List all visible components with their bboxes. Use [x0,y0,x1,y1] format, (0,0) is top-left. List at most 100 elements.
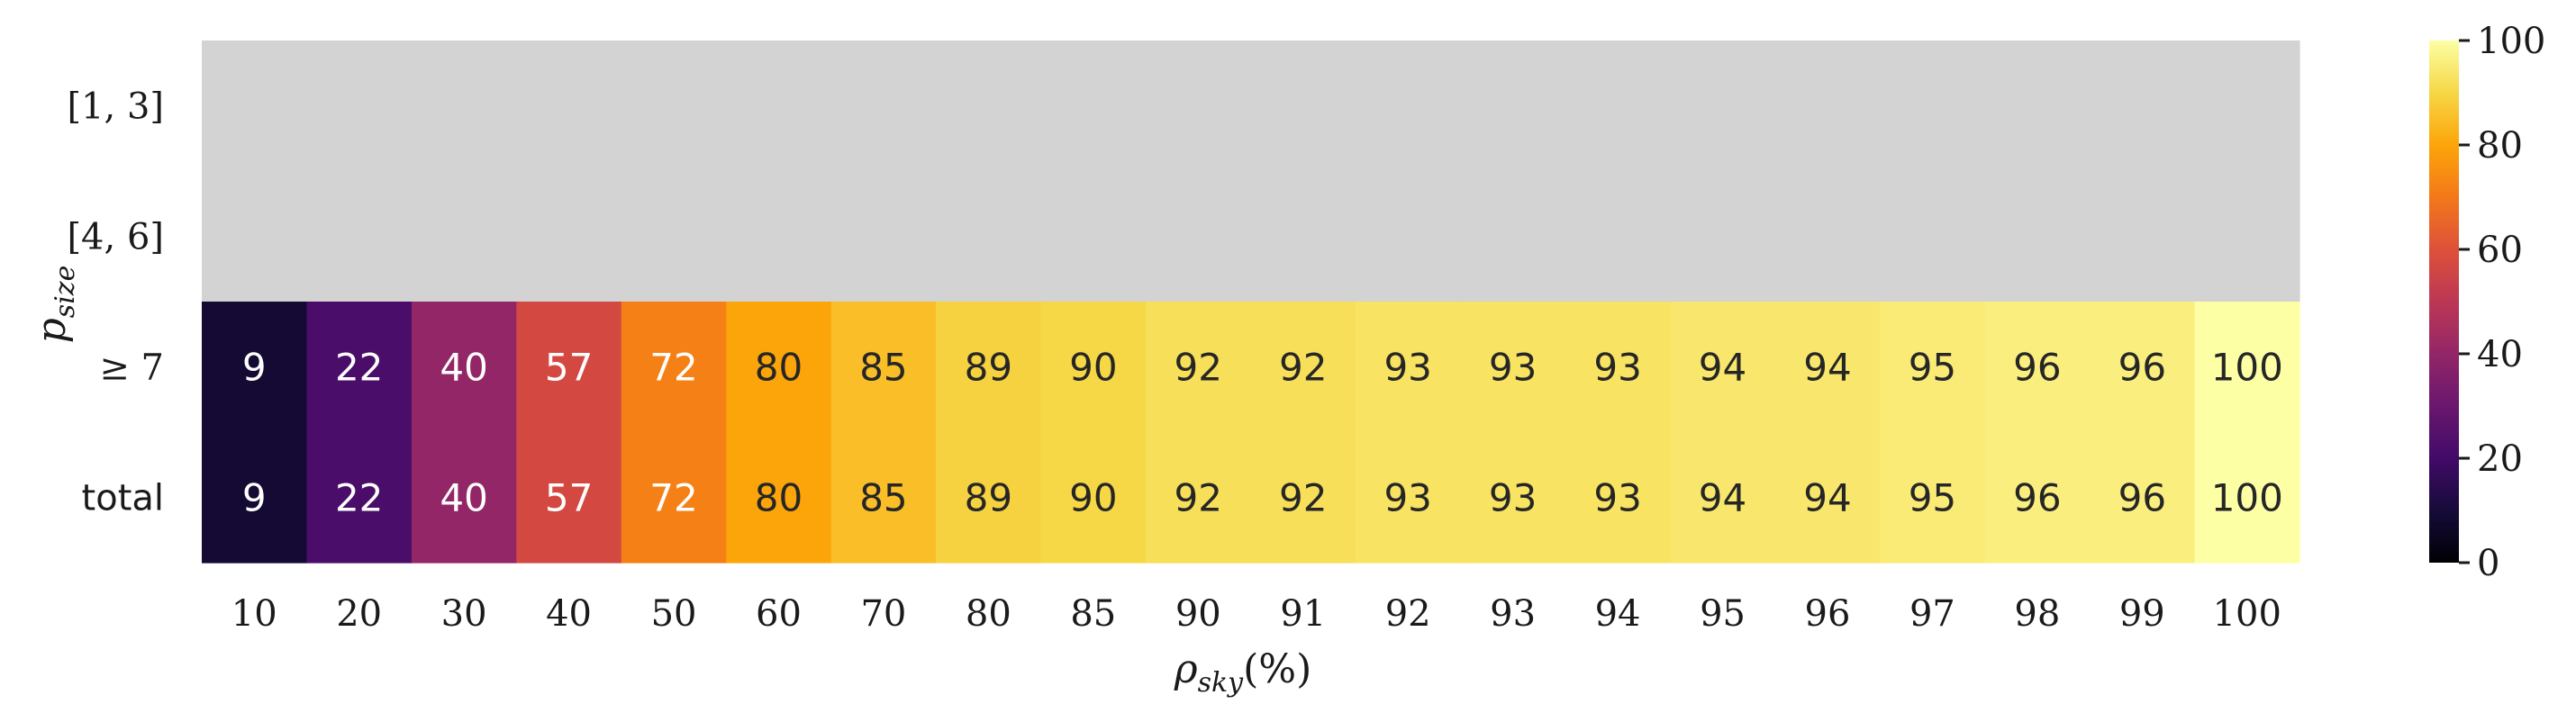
cell-value-label: 9 [242,476,267,520]
cell-value-label: 90 [1069,476,1117,520]
heatmap-cell [726,41,832,172]
cell-value-label: 57 [545,346,593,390]
colorbar-tick-label: 20 [2477,438,2523,480]
x-axis: 10 20 30 40 50 60 70 80 85 90 91 92 93 94 95 96 97 98 99 10… [231,593,2281,635]
y-axis: [1, 3] [4, 6] ≥ 7 total [67,86,164,519]
heatmap-cell [830,432,937,564]
cell-value-label: 96 [2013,476,2061,520]
heatmap-cell [1565,302,1671,433]
cell-value-label: 93 [1383,346,1431,390]
heatmap-cell [1565,432,1671,564]
heatmap-cell [1250,171,1356,302]
heatmap-cell [1774,432,1881,564]
heatmap-cell [1670,302,1776,433]
cell-value-label: 92 [1175,346,1222,390]
heatmap-cell [936,171,1042,302]
heatmap-cell [830,171,937,302]
heatmap-cell [936,302,1042,433]
heatmap-cell [1880,41,1986,172]
heatmap-cell [726,171,832,302]
x-tick-label: 30 [441,593,487,635]
heatmap-cell [1040,41,1147,172]
cell-value-label: 94 [1699,476,1746,520]
cell-value-label: 72 [649,476,697,520]
cell-value-label: 72 [649,346,697,390]
x-axis-label: ρsky(%) [1174,646,1312,699]
colorbar-tick-label: 80 [2477,125,2523,167]
cell-value-label: 96 [2118,346,2166,390]
cell-value-label: 96 [2013,346,2061,390]
heatmap-cell [411,432,517,564]
heatmap-cell [1146,41,1252,172]
colorbar-tick-label: 40 [2477,334,2523,375]
heatmap-cell [1984,171,2091,302]
heatmap-cells [202,41,2300,564]
cell-value-label: 22 [335,476,383,520]
heatmap-cell [411,41,517,172]
x-tick-label: 80 [966,593,1011,635]
heatmap-cell [1880,432,1986,564]
heatmap-cell [2090,171,2196,302]
heatmap-cell [2194,41,2300,172]
heatmap-cell [726,302,832,433]
cell-value-label: 100 [2211,476,2283,520]
heatmap-cell [1984,41,2091,172]
cell-value-label: 90 [1069,346,1117,390]
x-tick-label: 10 [231,593,277,635]
heatmap-cell [516,302,622,433]
heatmap-cell [1250,302,1356,433]
x-tick-label: 70 [860,593,906,635]
heatmap-cell [516,41,622,172]
cell-value-label: 22 [335,346,383,390]
heatmap-cell [1774,41,1881,172]
heatmap-cell [2194,432,2300,564]
heatmap-cell [1880,302,1986,433]
heatmap-cell [516,432,622,564]
heatmap-cell [1355,432,1461,564]
cell-value-label: 92 [1279,476,1327,520]
x-tick-label: 60 [756,593,802,635]
cell-value-label: 94 [1699,346,1746,390]
cell-value-label: 93 [1593,346,1641,390]
heatmap-cell [516,171,622,302]
heatmap-cell [1774,302,1881,433]
cell-value-label: 92 [1279,346,1327,390]
heatmap-cell [726,432,832,564]
x-tick-label: 91 [1280,593,1326,635]
x-tick-label: 94 [1595,593,1641,635]
x-tick-label: 40 [546,593,592,635]
cell-labels: 9 22 40 57 72 80 85 89 90 92 92 93 93 93 94 94 95 96 96 100… [242,346,2283,520]
heatmap-cell [202,171,308,302]
cell-value-label: 40 [440,346,487,390]
heatmap-cell [1146,302,1252,433]
x-tick-label: 98 [2014,593,2060,635]
heatmap-cell [621,171,727,302]
heatmap-cell [1355,171,1461,302]
cell-value-label: 100 [2211,346,2283,390]
x-tick-label: 20 [336,593,382,635]
cell-value-label: 40 [440,476,487,520]
cell-value-label: 93 [1593,476,1641,520]
cell-value-label: 95 [1909,346,1956,390]
heatmap-cell [1670,41,1776,172]
cell-value-label: 95 [1909,476,1956,520]
cell-value-label: 80 [755,476,803,520]
heatmap-cell [411,171,517,302]
heatmap-cell [1984,302,2091,433]
x-tick-label: 96 [1805,593,1851,635]
cell-value-label: 57 [545,476,593,520]
x-tick-label: 95 [1700,593,1746,635]
heatmap-cell [1040,302,1147,433]
x-tick-label: 50 [651,593,697,635]
heatmap-cell [1460,432,1566,564]
heatmap-cell [2090,302,2196,433]
cell-value-label: 85 [859,476,907,520]
heatmap-cell [830,41,937,172]
heatmap-cell [2194,171,2300,302]
heatmap-cell [1460,171,1566,302]
heatmap-cell [621,41,727,172]
heatmap-cell [1250,432,1356,564]
y-tick-label: [4, 6] [67,217,164,258]
heatmap-cell [202,41,308,172]
